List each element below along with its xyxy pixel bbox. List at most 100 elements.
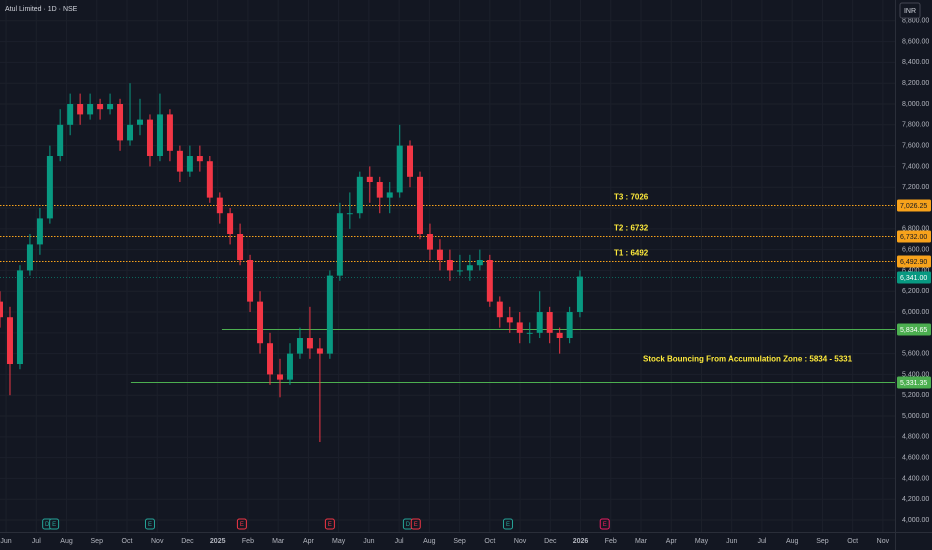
candle-body	[206, 161, 213, 198]
chart-title: Atul Limited · 1D · NSE	[5, 6, 78, 13]
candle-body	[366, 176, 373, 183]
y-tick-label: 5,200.00	[902, 392, 929, 399]
y-tick-label: 7,600.00	[902, 142, 929, 149]
currency-box[interactable]	[899, 2, 921, 19]
candle-body	[386, 192, 393, 198]
candle-body	[506, 317, 513, 323]
event-marker	[599, 518, 610, 530]
price-level-label: 5,331.35	[900, 380, 927, 387]
event-marker	[236, 518, 247, 530]
target-note: T3 : 7026	[614, 193, 649, 202]
overlay: 7,026.25 T3 : 7026 6,732.00 T2 : 6732 6,492.…	[42, 193, 931, 530]
candle-body	[186, 156, 193, 172]
y-tick-label: 8,600.00	[902, 38, 929, 45]
candle-body	[346, 213, 353, 215]
candle-body	[227, 213, 234, 235]
currency-label[interactable]: INR	[904, 8, 916, 15]
y-tick-label: 6,200.00	[902, 288, 929, 295]
candle-body	[26, 244, 33, 271]
x-tick-label: Jun	[363, 538, 374, 545]
x-tick-label: Jun	[726, 538, 737, 545]
x-tick-label: Mar	[635, 538, 648, 545]
y-tick-label: 4,800.00	[902, 434, 929, 441]
candle-body	[476, 260, 483, 266]
x-tick-label: Jul	[395, 538, 404, 545]
y-tick-label: 8,400.00	[902, 59, 929, 66]
x-tick-label: 2025	[210, 538, 226, 545]
candle-body	[456, 270, 463, 272]
event-marker	[324, 518, 335, 530]
candle-body	[486, 260, 493, 302]
price-level-label: 6,732.00	[900, 234, 927, 241]
price-level-tag	[897, 323, 931, 336]
x-tick-label: Jul	[757, 538, 766, 545]
candle-body	[46, 156, 53, 219]
x-tick-label: Sep	[816, 538, 829, 545]
candle-body	[87, 104, 94, 115]
y-tick-label: 4,600.00	[902, 454, 929, 461]
candle-body	[286, 353, 293, 380]
event-label: E	[506, 522, 510, 528]
candle-body	[436, 249, 443, 261]
x-tick-label: Mar	[272, 538, 285, 545]
candle-body	[267, 343, 274, 375]
x-tick-label: Oct	[122, 538, 133, 545]
candle-body	[146, 119, 153, 157]
price-level-label: 5,834.65	[900, 327, 927, 334]
x-tick-label: Aug	[423, 538, 436, 545]
y-tick-label: 6,000.00	[902, 309, 929, 316]
x-tick-label: Dec	[544, 538, 557, 545]
y-tick-label: 7,200.00	[902, 184, 929, 191]
event-label: E	[240, 522, 244, 528]
x-tick-label: Nov	[151, 538, 164, 545]
x-tick-label: Apr	[666, 538, 678, 545]
price-level-tag	[897, 199, 931, 212]
event-marker	[410, 518, 421, 530]
event-label: E	[414, 522, 418, 528]
candle-body	[276, 374, 283, 380]
y-tick-label: 6,400.00	[902, 267, 929, 274]
candle-body	[6, 317, 13, 365]
price-level-tag	[897, 271, 931, 284]
y-tick-label: 8,000.00	[902, 101, 929, 108]
candle-body	[316, 348, 323, 354]
candle-body	[336, 213, 343, 276]
candle-body	[0, 301, 3, 318]
y-tick-label: 8,800.00	[902, 18, 929, 25]
price-level-label: 6,341.00	[900, 275, 927, 282]
candle-body	[247, 260, 254, 302]
candle-body	[426, 234, 433, 250]
x-tick-label: Sep	[91, 538, 104, 545]
event-label: E	[148, 522, 152, 528]
candle-body	[446, 260, 453, 271]
candle-body	[296, 338, 303, 354]
x-tick-label: Oct	[484, 538, 495, 545]
y-tick-label: 4,400.00	[902, 475, 929, 482]
candle-body	[156, 114, 163, 157]
candle-body	[536, 312, 543, 333]
candle-body	[166, 114, 173, 151]
x-tick-label: Oct	[847, 538, 858, 545]
x-tick-label: Feb	[242, 538, 254, 545]
candle-body	[77, 104, 84, 115]
candle-body	[466, 265, 473, 271]
candle-body	[36, 218, 43, 245]
x-tick-label: Dec	[181, 538, 194, 545]
candle-body	[396, 145, 403, 193]
candle-body	[306, 338, 313, 349]
y-tick-label: 6,800.00	[902, 226, 929, 233]
y-tick-label: 4,000.00	[902, 517, 929, 524]
price-level-label: 7,026.25	[900, 203, 927, 210]
candle-body	[176, 150, 183, 172]
price-level-tag	[897, 376, 931, 389]
candle-body	[57, 124, 64, 157]
candle-body	[556, 332, 563, 339]
event-label: E	[603, 522, 607, 528]
price-level-tag	[897, 255, 931, 268]
x-tick-label: May	[332, 538, 346, 545]
target-note: T2 : 6732	[614, 224, 649, 233]
y-tick-label: 7,800.00	[902, 122, 929, 129]
candle-body	[117, 104, 124, 141]
